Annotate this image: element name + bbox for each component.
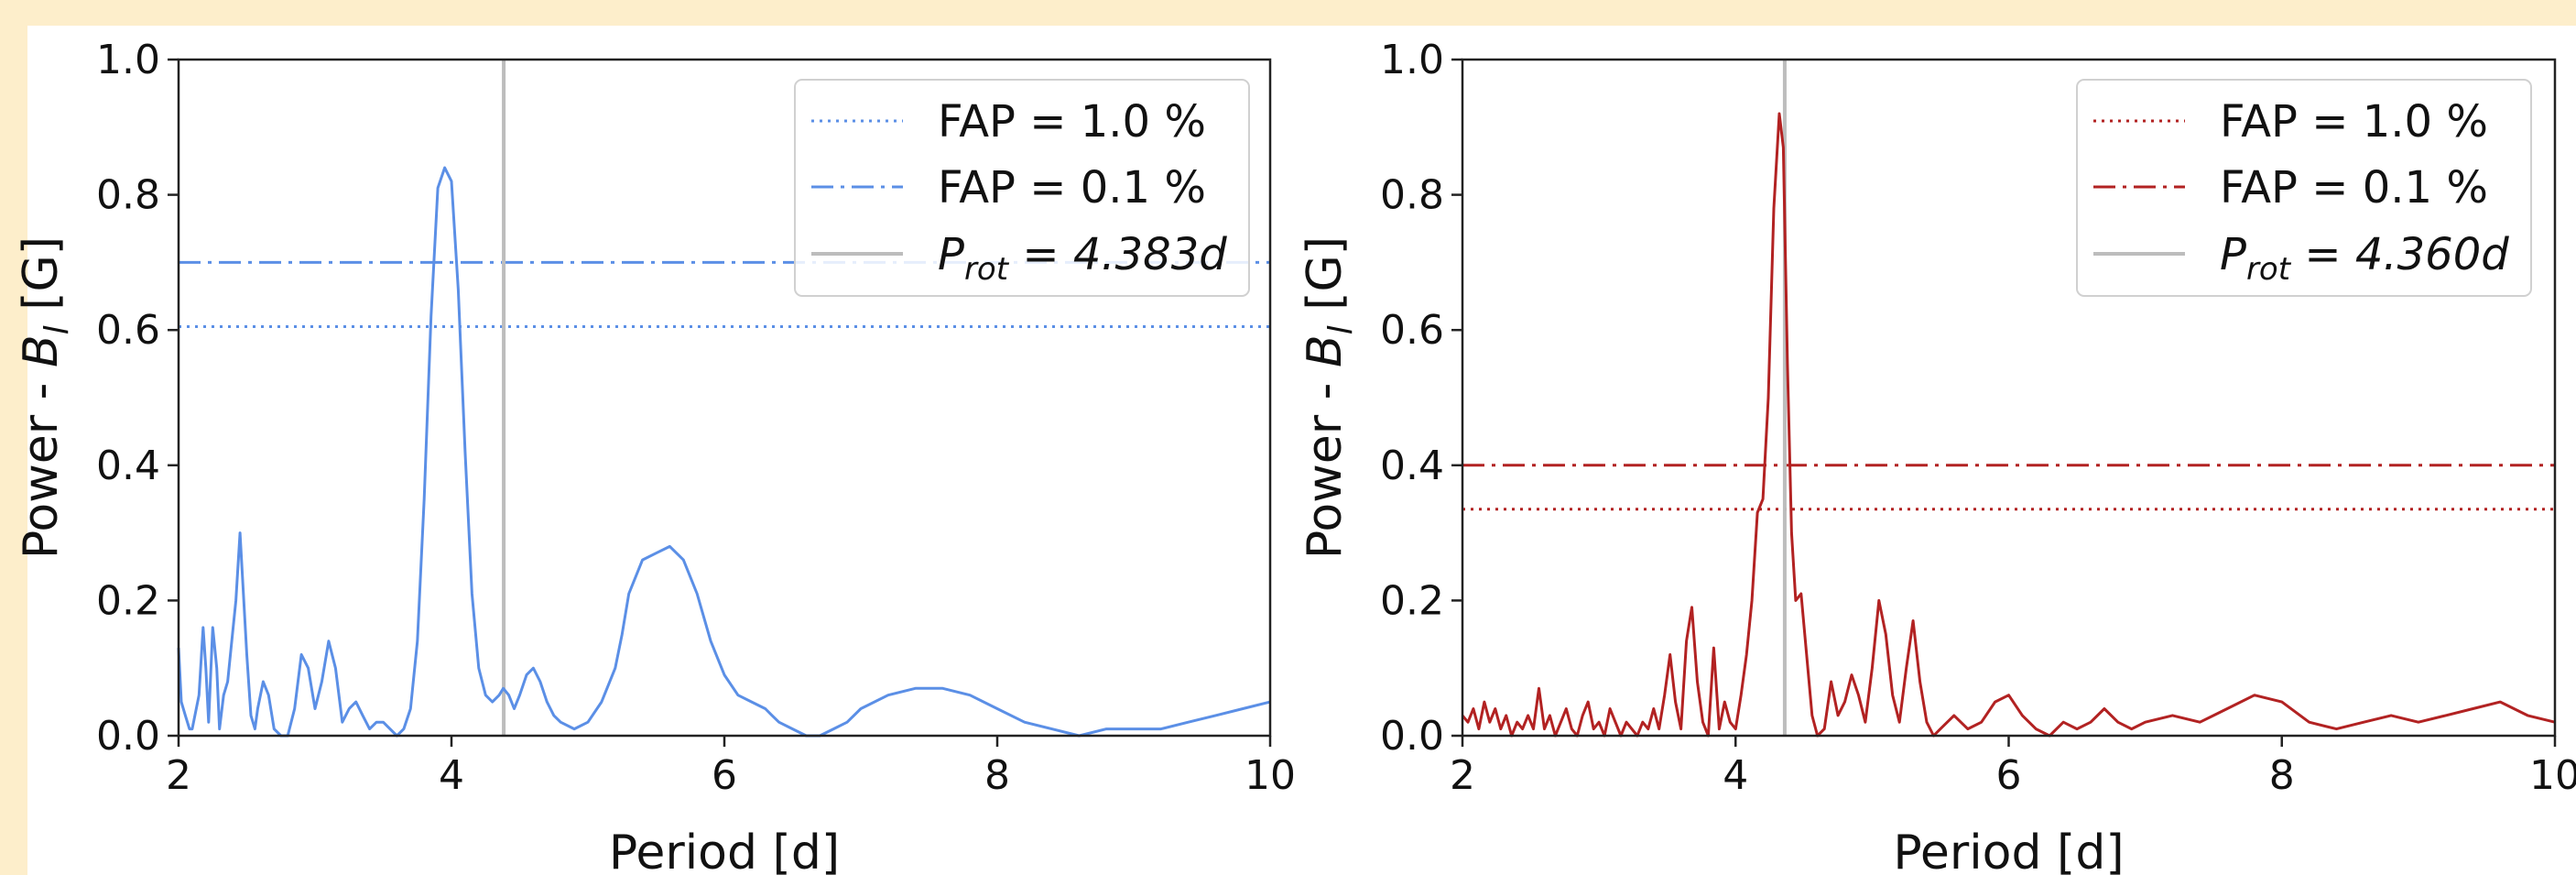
legend-entry-label: Prot = 4.360d [2220, 229, 2509, 288]
y-axis-label-subscript: l [38, 325, 76, 334]
x-tick-label: 4 [439, 752, 464, 799]
x-tick-label: 4 [1723, 752, 1748, 799]
legend-entry-label: FAP = 0.1 % [2220, 162, 2488, 213]
x-tick-label: 2 [1450, 752, 1475, 799]
x-axis-label: Period [d] [1893, 826, 2124, 875]
y-axis-label-symbol: B [14, 334, 69, 367]
legend-box [794, 79, 1250, 297]
periodogram-line [1461, 112, 2556, 738]
legend-entry-label: Prot = 4.383d [938, 229, 1227, 288]
y-tick-label: 1.0 [1380, 37, 1444, 83]
y-axis-label-unit: [G] [1298, 236, 1353, 325]
prot-value: = 4.383d [1008, 229, 1227, 280]
x-tick-label: 6 [1996, 752, 2022, 799]
x-axis-label: Period [d] [609, 826, 840, 875]
prot-symbol: P [2220, 229, 2246, 280]
y-tick-label: 0.4 [96, 443, 160, 489]
y-tick-label: 0.4 [1380, 443, 1444, 489]
y-axis-label-subscript: l [1322, 325, 1360, 334]
x-tick-label: 8 [2269, 752, 2295, 799]
legend-entry-label: FAP = 1.0 % [938, 96, 1206, 148]
prot-subscript: rot [964, 251, 1010, 288]
prot-symbol: P [938, 229, 964, 280]
x-tick-label: 10 [1245, 752, 1296, 799]
y-axis-label: Power - Bl [G] [1298, 236, 1360, 559]
y-axis-label-unit: [G] [14, 236, 69, 325]
y-tick-label: 0.8 [1380, 172, 1444, 219]
y-axis-label-text: Power - [1298, 367, 1353, 559]
y-tick-label: 0.6 [1380, 307, 1444, 354]
y-tick-label: 0.0 [1380, 713, 1444, 760]
y-axis-label-text: Power - [14, 367, 69, 559]
legend: FAP = 1.0 % FAP = 0.1 % Prot = 4.383d [794, 79, 1250, 297]
left-plot: 2 4 6 8 10 0.0 0.2 0.4 0.6 0.8 1.0 Period [d] Power … [14, 37, 1296, 875]
y-tick-label: 0.2 [1380, 577, 1444, 624]
y-tick-label: 1.0 [96, 37, 160, 83]
periodogram-line [177, 166, 1271, 738]
x-tick-label: 8 [984, 752, 1010, 799]
right-plot: 2 4 6 8 10 0.0 0.2 0.4 0.6 0.8 1.0 Period [d] Power … [1298, 37, 2576, 875]
y-axis-label: Power - Bl [G] [14, 236, 76, 559]
y-tick-label: 0.8 [96, 172, 160, 219]
x-tick-label: 10 [2529, 752, 2576, 799]
y-axis-label-symbol: B [1298, 334, 1353, 367]
x-tick-label: 2 [166, 752, 191, 799]
y-tick-label: 0.2 [96, 577, 160, 624]
y-tick-label: 0.0 [96, 713, 160, 760]
prot-value: = 4.360d [2290, 229, 2509, 280]
legend-box [2076, 79, 2532, 297]
legend: FAP = 1.0 % FAP = 0.1 % Prot = 4.360d [2076, 79, 2532, 297]
prot-subscript: rot [2246, 251, 2292, 288]
legend-entry-label: FAP = 1.0 % [2220, 96, 2488, 148]
x-tick-label: 6 [712, 752, 737, 799]
y-tick-label: 0.6 [96, 307, 160, 354]
legend-entry-label: FAP = 0.1 % [938, 162, 1206, 213]
